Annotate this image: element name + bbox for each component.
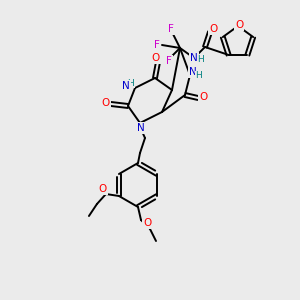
Text: O: O (152, 53, 160, 63)
Text: O: O (209, 24, 217, 34)
Text: N: N (189, 67, 197, 77)
Text: N: N (122, 81, 130, 91)
Text: N: N (190, 53, 198, 63)
Text: O: O (235, 20, 243, 30)
Text: N: N (137, 123, 145, 133)
Text: O: O (143, 218, 151, 228)
Text: H: H (198, 56, 204, 64)
Text: H: H (128, 79, 134, 88)
Text: F: F (168, 24, 174, 34)
Text: H: H (196, 71, 202, 80)
Text: O: O (102, 98, 110, 108)
Text: O: O (199, 92, 207, 102)
Text: O: O (99, 184, 107, 194)
Text: F: F (154, 40, 160, 50)
Text: F: F (166, 56, 172, 66)
